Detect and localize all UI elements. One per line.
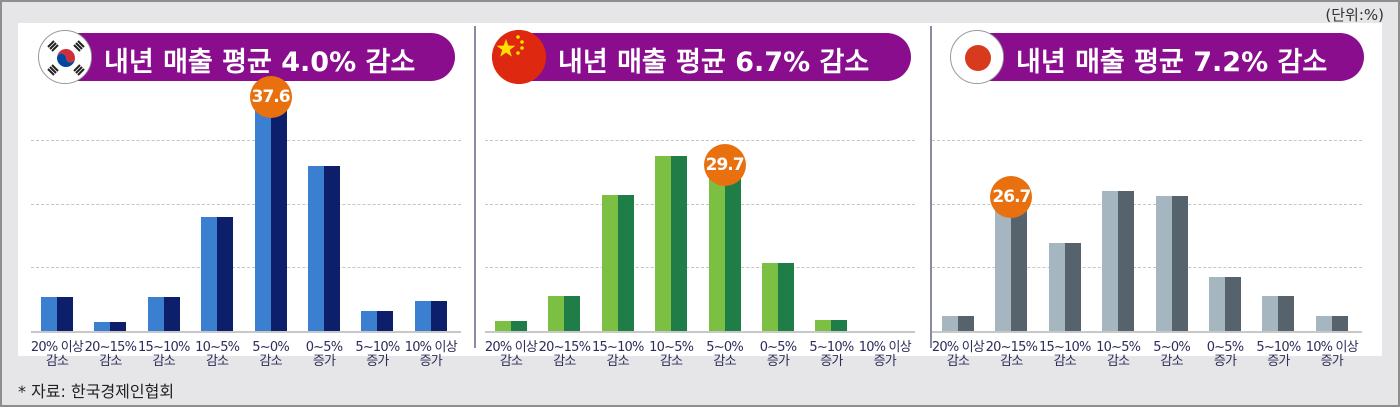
x-axis-label: 10% 이상 증가 (404, 340, 458, 369)
x-axis-label: 5~10% 증가 (355, 340, 400, 369)
japan-flag-icon (950, 30, 1004, 84)
china-flag-icon (492, 30, 546, 84)
x-axis-labels: 20% 이상 감소 20~15% 감소 15~10% 감소 10~5% 감소 5~0% 감소 0~5… (932, 341, 1362, 381)
panel-japan: 내년 매출 평균 7.2% 감소 26.7 20% 이상 감소 20~15% 감소 15… (932, 23, 1382, 369)
bar (308, 165, 340, 331)
bar (201, 217, 234, 331)
x-axis-label: 5~0% 감소 (1153, 340, 1190, 369)
x-axis-label: 10~5% 감소 (1096, 340, 1141, 369)
south-korea-flag-icon (38, 30, 92, 84)
x-axis-label: 5~10% 증가 (1256, 340, 1301, 369)
x-axis-label: 0~5% 증가 (1206, 340, 1244, 369)
x-axis-label: 20~15% 감소 (538, 340, 591, 369)
bar (147, 296, 180, 331)
panel-title: 내년 매출 평균 4.0% 감소 (104, 47, 416, 78)
bar (995, 202, 1028, 331)
bar (655, 155, 688, 331)
panel-divider (474, 26, 476, 348)
bar (41, 296, 73, 331)
bar (414, 301, 447, 331)
panel-china: 내년 매출 평균 6.7% 감소 29.7 20% 이상 감소 20~15% 감소 15… (476, 23, 928, 369)
title-pill: 내년 매출 평균 7.2% 감소 (950, 30, 1364, 84)
plot-area: 26.7 (932, 93, 1362, 333)
source-note: * 자료: 한국경제인협회 (18, 382, 175, 401)
panel-title: 내년 매출 평균 7.2% 감소 (1016, 47, 1328, 78)
bar (942, 316, 974, 331)
x-axis-label: 20% 이상 감소 (484, 340, 538, 369)
bar (1315, 316, 1348, 331)
x-axis-label: 15~10% 감소 (592, 340, 644, 369)
panel-title: 내년 매출 평균 6.7% 감소 (558, 47, 870, 78)
x-axis-label: 5~10% 증가 (809, 340, 854, 369)
bar (1262, 296, 1295, 331)
x-axis-label: 0~5% 증가 (305, 340, 343, 369)
x-axis-label: 15~10% 감소 (138, 340, 190, 369)
x-axis-label: 5~0% 감소 (252, 340, 289, 369)
bar (762, 263, 794, 331)
x-axis-label: 5~0% 감소 (706, 340, 743, 369)
bar (1209, 276, 1241, 331)
x-axis-label: 10~5% 감소 (195, 340, 240, 369)
unit-label: (단위:%) (1325, 6, 1384, 24)
plot-area: 29.7 (485, 93, 915, 333)
plot-area: 37.6 (31, 76, 461, 333)
x-axis-labels: 20% 이상 감소 20~15% 감소 15~10% 감소 10~5% 감소 5~0% 감소 0~5… (485, 341, 915, 381)
title-pill: 내년 매출 평균 4.0% 감소 (38, 30, 455, 84)
bar (254, 102, 287, 331)
bar (548, 295, 581, 331)
bar (1102, 190, 1135, 331)
x-axis-label: 20~15% 감소 (985, 340, 1038, 369)
bar (1155, 196, 1188, 331)
bar (815, 320, 848, 331)
bar (708, 170, 741, 331)
value-badge: 26.7 (990, 176, 1033, 218)
x-axis-label: 10~5% 감소 (649, 340, 694, 369)
bar (601, 194, 634, 331)
x-axis-label: 0~5% 증가 (759, 340, 797, 369)
panel-korea: 내년 매출 평균 4.0% 감소 37.6 20% 이상 감소 20~15% 감소 15… (18, 23, 474, 369)
chart-card: 내년 매출 평균 4.0% 감소 37.6 20% 이상 감소 20~15% 감소 15… (18, 23, 1382, 369)
x-axis-labels: 20% 이상 감소 20~15% 감소 15~10% 감소 10~5% 감소 5~0% 감소 0~5… (31, 341, 461, 381)
x-axis-label: 20% 이상 감소 (931, 340, 985, 369)
bar (361, 310, 394, 331)
bar (1048, 243, 1081, 331)
x-axis-label: 20~15% 감소 (84, 340, 137, 369)
value-badge: 29.7 (703, 144, 746, 186)
bar (495, 321, 527, 331)
x-axis-label: 10% 이상 증가 (858, 340, 912, 369)
title-pill: 내년 매출 평균 6.7% 감소 (492, 30, 911, 84)
x-axis-label: 20% 이상 감소 (30, 340, 84, 369)
bar (94, 321, 127, 331)
value-badge: 37.6 (249, 76, 292, 118)
panel-divider (930, 26, 932, 348)
x-axis-label: 10% 이상 증가 (1305, 340, 1359, 369)
x-axis-label: 15~10% 감소 (1039, 340, 1091, 369)
